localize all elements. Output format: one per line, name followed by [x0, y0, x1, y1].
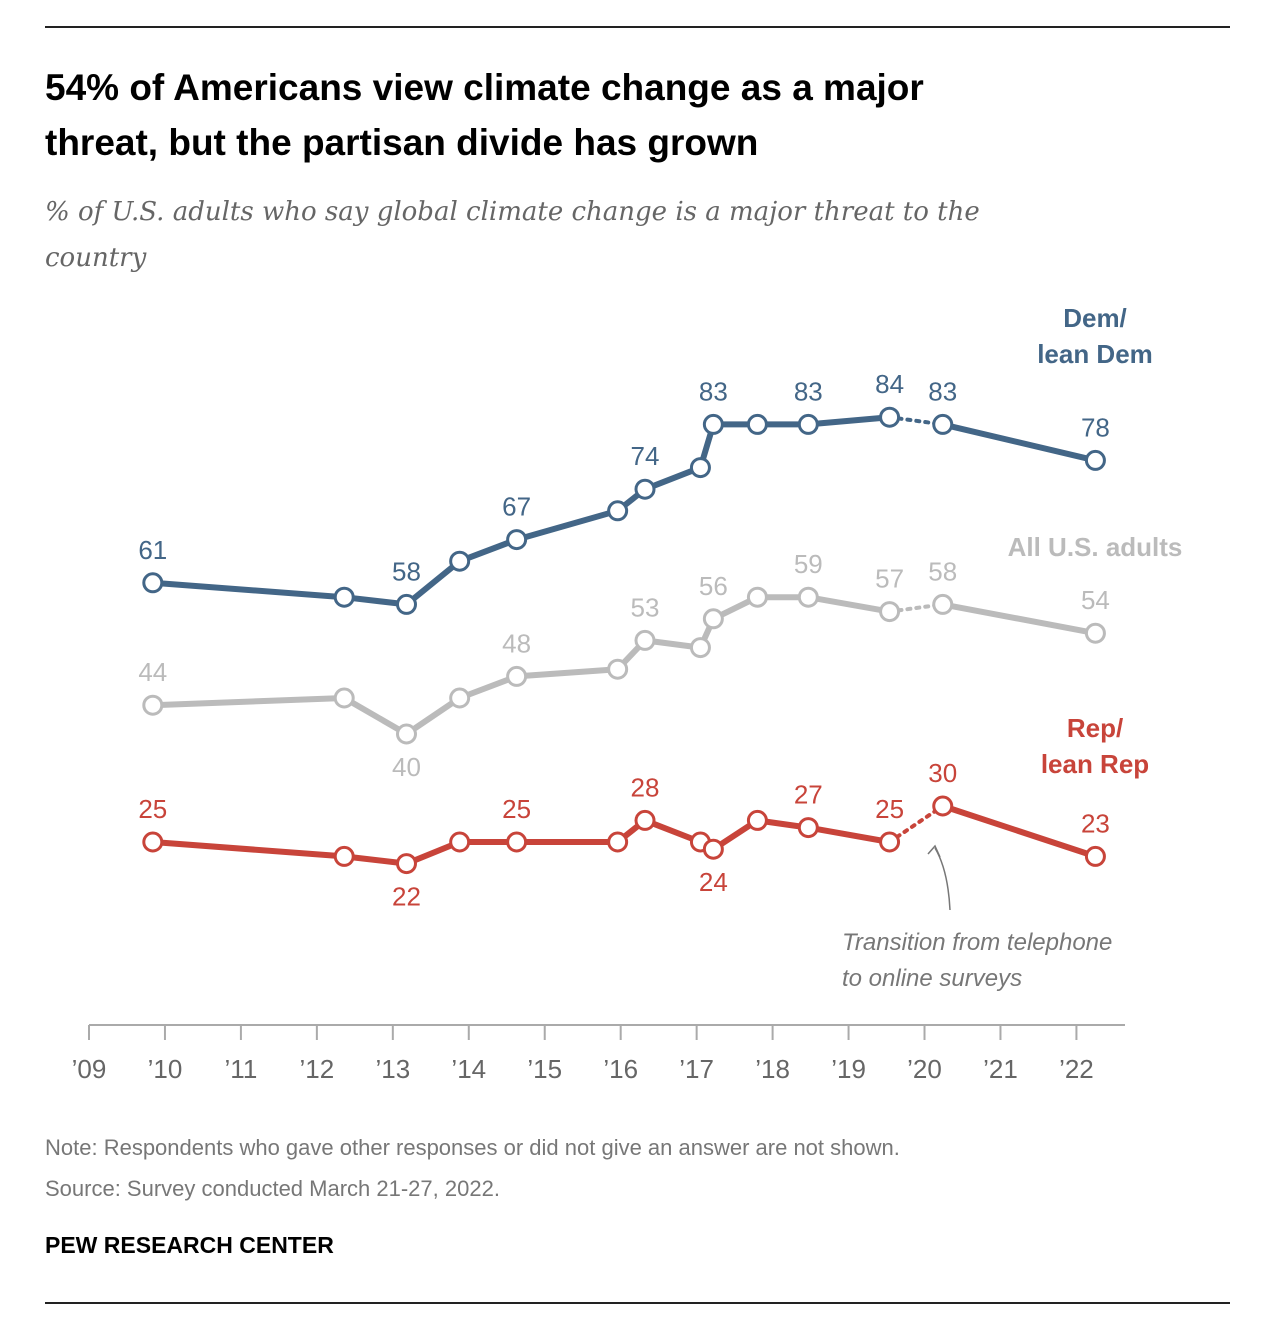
value-label: 25: [502, 794, 531, 824]
point: [702, 608, 724, 630]
point: [1084, 449, 1106, 471]
value-label: 58: [928, 556, 957, 586]
annotation-arrowhead: [927, 844, 941, 858]
x-tick-label: ’16: [603, 1054, 638, 1084]
value-label: 58: [392, 556, 421, 586]
value-label: 25: [138, 794, 167, 824]
point: [395, 853, 417, 875]
series-line: [941, 803, 1097, 860]
point: [449, 550, 471, 572]
legend-label: All U.S. adults: [1008, 532, 1183, 562]
point: [879, 406, 901, 428]
point: [634, 629, 656, 651]
point: [449, 831, 471, 853]
value-label: 83: [794, 376, 823, 406]
point: [607, 500, 629, 522]
series-line: [152, 594, 891, 737]
value-label: 61: [138, 535, 167, 565]
source: Source: Survey conducted March 21-27, 20…: [45, 1176, 500, 1201]
point: [142, 831, 164, 853]
point: [879, 601, 901, 623]
chart-subtitle: % of U.S. adults who say global climate …: [45, 197, 980, 273]
legend-label: Dem/lean Dem: [1037, 303, 1153, 369]
x-tick-label: ’12: [300, 1054, 335, 1084]
point: [506, 831, 528, 853]
x-tick-label: ’09: [72, 1054, 107, 1084]
point: [746, 586, 768, 608]
x-tick-label: ’14: [451, 1054, 486, 1084]
x-tick-label: ’15: [527, 1054, 562, 1084]
x-tick-label: ’19: [831, 1054, 866, 1084]
gap-bridge: [887, 804, 945, 844]
value-label: 25: [875, 794, 904, 824]
value-label: 56: [699, 571, 728, 601]
x-tick-label: ’20: [907, 1054, 942, 1084]
value-label: 83: [928, 376, 957, 406]
value-label: 83: [699, 376, 728, 406]
point: [333, 586, 355, 608]
point: [1084, 845, 1106, 867]
value-label: 78: [1081, 412, 1110, 442]
point: [797, 413, 819, 435]
point: [506, 665, 528, 687]
point: [395, 593, 417, 615]
point: [746, 809, 768, 831]
value-label: 24: [699, 867, 728, 897]
point: [689, 457, 711, 479]
point: [634, 478, 656, 500]
value-label: 57: [875, 564, 904, 594]
point: [395, 723, 417, 745]
x-tick-label: ’13: [375, 1054, 410, 1084]
value-label: 74: [631, 441, 660, 471]
point: [689, 637, 711, 659]
value-label: 28: [631, 772, 660, 802]
point: [506, 529, 528, 551]
value-label: 67: [502, 492, 531, 522]
value-label: 54: [1081, 585, 1110, 615]
x-tick-label: ’22: [1059, 1054, 1094, 1084]
point: [879, 831, 901, 853]
x-tick-label: ’10: [148, 1054, 183, 1084]
point: [607, 658, 629, 680]
value-label: 40: [392, 752, 421, 782]
value-label: 48: [502, 628, 531, 658]
value-label: 44: [138, 657, 167, 687]
point: [702, 838, 724, 860]
value-label: 30: [928, 758, 957, 788]
point: [333, 845, 355, 867]
chart-title: 54% of Americans view climate change as …: [45, 67, 924, 163]
note: Note: Respondents who gave other respons…: [45, 1135, 900, 1160]
legend-label: Rep/lean Rep: [1041, 713, 1149, 779]
point: [1084, 622, 1106, 644]
point: [607, 831, 629, 853]
value-label: 23: [1081, 808, 1110, 838]
annotation: Transition from telephone to online surve…: [842, 929, 1112, 992]
point: [449, 687, 471, 709]
point: [746, 413, 768, 435]
series-line: [942, 601, 1096, 637]
value-label: 59: [794, 549, 823, 579]
point: [932, 795, 954, 817]
series-line: [942, 421, 1097, 464]
point: [142, 694, 164, 716]
x-tick-label: ’17: [679, 1054, 714, 1084]
point: [797, 586, 819, 608]
point: [932, 413, 954, 435]
point: [932, 593, 954, 615]
x-tick-label: ’11: [225, 1054, 258, 1084]
value-label: 53: [631, 592, 660, 622]
value-label: 84: [875, 369, 904, 399]
x-tick-label: ’18: [755, 1054, 790, 1084]
point: [333, 687, 355, 709]
point: [702, 413, 724, 435]
point: [634, 809, 656, 831]
value-label: 22: [392, 882, 421, 912]
point: [797, 817, 819, 839]
annotation-arrow: [934, 847, 951, 911]
value-label: 27: [794, 780, 823, 810]
credit: PEW RESEARCH CENTER: [45, 1232, 334, 1258]
x-tick-label: ’21: [983, 1054, 1018, 1084]
point: [142, 572, 164, 594]
